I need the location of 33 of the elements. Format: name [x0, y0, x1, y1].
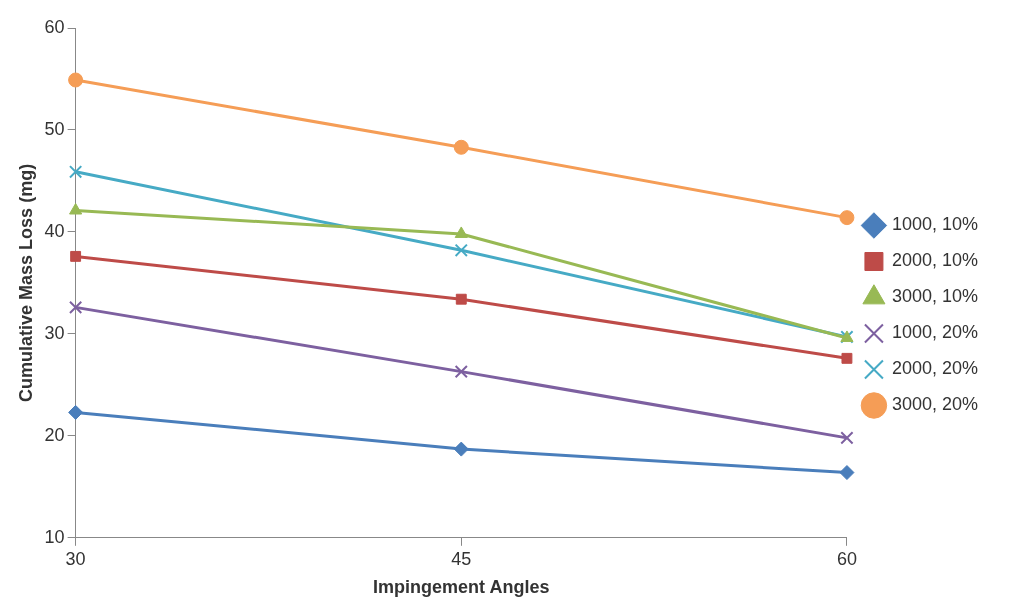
- point: [841, 352, 853, 364]
- x-axis-title: Impingement Angles: [373, 577, 550, 598]
- point: [453, 441, 469, 457]
- y-tick-label: 60: [44, 16, 65, 37]
- y-tick-label: 50: [44, 118, 65, 139]
- legend-label: 2000, 10%: [891, 250, 979, 271]
- y-tick-label: 40: [44, 220, 65, 241]
- point: [70, 250, 82, 262]
- y-tick-label: 30: [44, 322, 65, 343]
- point: [453, 139, 469, 155]
- legend-label: 1000, 20%: [891, 322, 979, 343]
- y-axis-title: Cumulative Mass Loss (mg): [15, 163, 36, 402]
- legend-label: 3000, 10%: [891, 286, 979, 307]
- point: [454, 364, 468, 379]
- y-tick-label: 10: [44, 526, 65, 547]
- point: [455, 293, 467, 305]
- legend-label: 2000, 20%: [891, 358, 979, 379]
- point: [454, 243, 468, 257]
- y-tick-label: 20: [44, 424, 65, 445]
- legend-label: 3000, 20%: [891, 394, 979, 415]
- point: [839, 465, 855, 481]
- point: [68, 72, 84, 88]
- point: [68, 165, 83, 179]
- point: [840, 431, 854, 445]
- point: [454, 226, 468, 238]
- point: [68, 404, 84, 420]
- x-tick-label: 30: [65, 548, 86, 569]
- point: [839, 210, 855, 226]
- x-tick-label: 60: [836, 548, 857, 569]
- x-tick-label: 45: [451, 548, 472, 569]
- legend-label: 1000, 10%: [891, 214, 979, 235]
- point: [68, 300, 83, 315]
- point: [69, 203, 83, 215]
